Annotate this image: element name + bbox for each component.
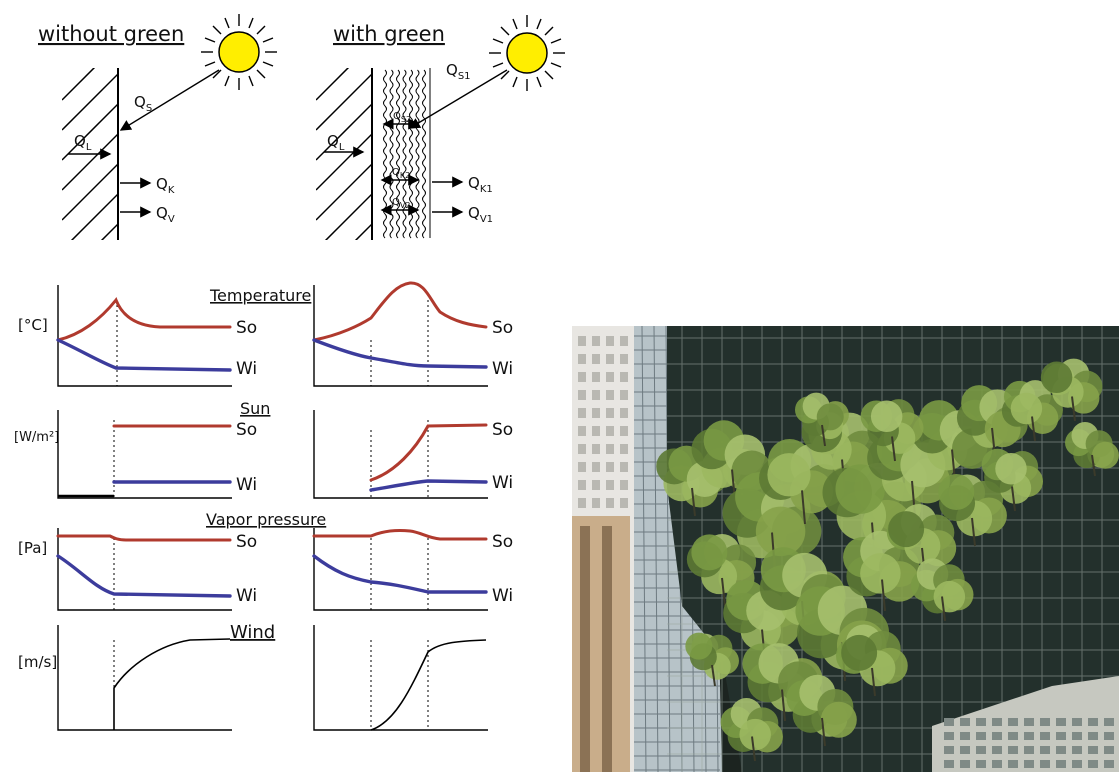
- green-facade-diagram: without green: [14, 14, 565, 731]
- sun-left-axes: So Wi: [57, 410, 257, 499]
- longwave-label: QL: [74, 132, 92, 153]
- longwave-label-green: QL: [327, 132, 345, 153]
- temperature-unit: [°C]: [18, 316, 48, 334]
- vegetation-layer: [383, 68, 431, 239]
- temperature-title: Temperature: [209, 286, 311, 305]
- vapor-left-so-curve: [56, 534, 232, 542]
- solar-arrow: [119, 69, 220, 131]
- convection-label: QK: [156, 175, 175, 196]
- wall-with-green: [316, 68, 373, 240]
- wind-left-curve: [113, 638, 231, 730]
- series-label-so: So: [236, 318, 257, 338]
- without-green-title: without green: [38, 22, 184, 46]
- wind-right-curve: [370, 639, 487, 731]
- solar1-arrow: [408, 69, 508, 129]
- temperature-right-so-curve: [312, 281, 488, 342]
- sun-right-so-curve: [369, 423, 488, 482]
- series-label-wi: Wi: [236, 359, 257, 379]
- convection2-label: QK2: [392, 167, 410, 180]
- series-label-wi: Wi: [492, 359, 513, 379]
- wind-title: Wind: [230, 622, 275, 643]
- wind-right-axes: [313, 625, 488, 731]
- series-label-so: So: [492, 420, 513, 440]
- vapor-left-axes: So Wi: [56, 528, 257, 611]
- vapor1-label: QV1: [468, 204, 493, 225]
- temperature-left-axes: So Wi: [56, 285, 257, 387]
- wind-unit: [m/s]: [18, 653, 57, 671]
- vapor2-label: QV2: [392, 197, 410, 210]
- temperature-left-wi-curve: [56, 338, 232, 372]
- vapor-unit: [Pa]: [18, 539, 47, 557]
- green-building-photo: [572, 326, 1119, 772]
- vapor-right-so-curve: [312, 529, 488, 541]
- sun-icon: [201, 14, 277, 90]
- series-label-wi: Wi: [236, 475, 257, 495]
- temperature-right-wi-curve: [312, 338, 488, 369]
- sun-icon: [489, 15, 565, 91]
- solar2-label: QS2: [393, 111, 411, 124]
- series-label-so: So: [492, 532, 513, 552]
- vapor-right-axes: So Wi: [312, 528, 513, 611]
- series-label-wi: Wi: [236, 586, 257, 606]
- solar1-label: QS1: [446, 61, 471, 82]
- vapor-left-wi-curve: [56, 554, 232, 598]
- sun-right-axes: So Wi: [313, 410, 513, 499]
- sun-unit: [W/m²]: [14, 430, 59, 445]
- convection1-label: QK1: [468, 174, 493, 195]
- sun-right-wi-curve: [369, 479, 488, 492]
- temperature-right-axes: So Wi: [312, 281, 513, 387]
- with-green-title: with green: [333, 22, 445, 46]
- wind-left-axes: [57, 625, 232, 731]
- series-label-so: So: [492, 318, 513, 338]
- wall-without-green: [62, 68, 119, 240]
- series-label-wi: Wi: [492, 473, 513, 493]
- solar-label: QS: [134, 93, 152, 114]
- sun-title: Sun: [240, 399, 270, 418]
- temperature-left-so-curve: [56, 297, 232, 342]
- vapor-label: QV: [156, 204, 175, 225]
- series-label-wi: Wi: [492, 586, 513, 606]
- series-label-so: So: [236, 532, 257, 552]
- vapor-right-wi-curve: [312, 554, 488, 594]
- vapor-title: Vapor pressure: [206, 510, 326, 529]
- series-label-so: So: [236, 420, 257, 440]
